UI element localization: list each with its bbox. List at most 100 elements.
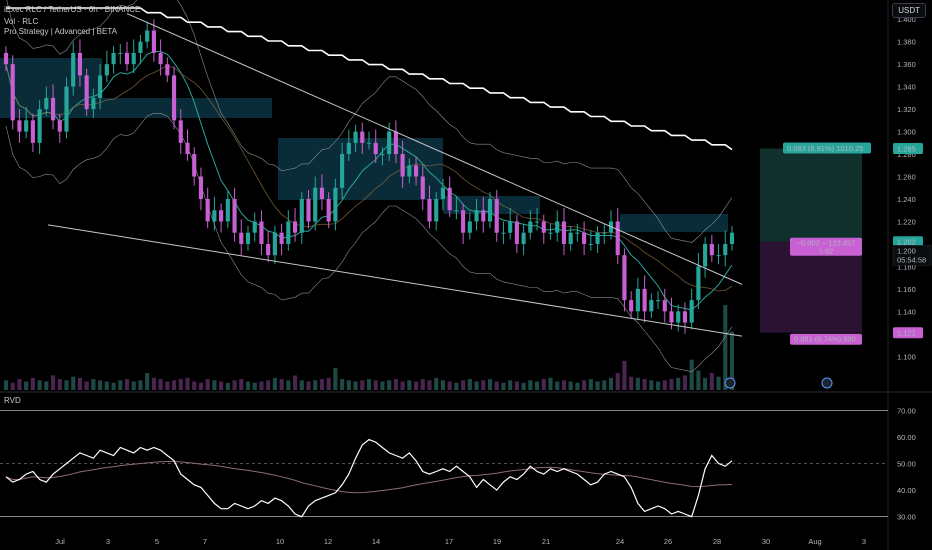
candle-body: [111, 52, 116, 65]
volume-bar: [709, 373, 714, 390]
loss-text-box[interactable]: [790, 333, 862, 345]
volume-bar: [98, 380, 103, 390]
candle-body: [676, 311, 681, 323]
volume-bar: [64, 380, 69, 390]
candle-body: [723, 243, 728, 256]
candle-body: [272, 232, 277, 256]
event-marker-icon[interactable]: [724, 377, 736, 389]
candle-body: [575, 232, 580, 234]
volume-bar: [521, 382, 526, 390]
candle-body: [582, 232, 587, 244]
event-marker-icon[interactable]: [821, 377, 833, 389]
target-price-label: 1.285: [897, 144, 916, 153]
candle-body: [729, 232, 735, 244]
volume-bar: [185, 377, 190, 390]
volume-bar: [548, 377, 553, 390]
profit-text-box[interactable]: [783, 142, 871, 154]
volume-bar: [138, 380, 143, 390]
entry-price-label: 1.202: [897, 238, 916, 247]
volume-bar: [192, 381, 197, 390]
volume-indicator-label[interactable]: Vol · RLC: [4, 17, 39, 26]
volume-bar: [145, 373, 150, 390]
candle-body: [380, 154, 385, 156]
time-tick-label: 12: [324, 537, 332, 546]
volume-bar: [30, 377, 35, 390]
trendlines[interactable]: [47, 13, 743, 337]
candle-body: [622, 255, 627, 301]
volume-bar: [662, 380, 667, 390]
candle-body: [662, 300, 667, 312]
candle-body: [77, 52, 83, 76]
candle-body: [461, 210, 466, 233]
volume-bar: [689, 359, 694, 390]
loss-zone[interactable]: [760, 241, 862, 333]
volume-bar: [696, 370, 701, 390]
candle-body: [595, 232, 600, 244]
candle-body: [165, 64, 170, 76]
time-tick-label: 24: [616, 537, 624, 546]
candle-body: [138, 41, 143, 53]
volume-bar: [427, 380, 432, 390]
volume-bar: [272, 377, 277, 390]
volume-bar: [575, 382, 580, 390]
profit-zone[interactable]: [760, 148, 862, 242]
volume-bar: [245, 381, 251, 390]
volume-bar: [555, 381, 560, 390]
candle-body: [642, 288, 647, 312]
candle-body: [91, 97, 96, 110]
volume-bar: [602, 380, 607, 390]
volume-bar: [84, 381, 89, 390]
countdown-label: 05:54:58: [897, 255, 926, 264]
candle-body: [131, 52, 136, 65]
candle-body: [400, 154, 405, 177]
candle-body: [299, 199, 304, 233]
volume-bar: [501, 382, 506, 390]
price-tick-label: 1.240: [897, 195, 916, 204]
time-tick-label: 7: [203, 537, 207, 546]
candle-body: [340, 154, 345, 188]
strategy-indicator-label[interactable]: Pro Strategy | Advanced | BETA: [4, 27, 117, 36]
price-tick-label: 1.140: [897, 307, 916, 316]
volume-bar: [622, 360, 627, 390]
candle-body: [655, 300, 661, 302]
volume-bar: [91, 379, 96, 390]
symbol-title[interactable]: iExec RLC / TetherUS · 6h · BINANCE: [4, 5, 141, 14]
volume-bar: [420, 379, 425, 390]
candle-body: [145, 30, 150, 42]
candle-body: [501, 232, 506, 234]
volume-bar: [306, 381, 311, 390]
candle-body: [245, 232, 251, 244]
candle-body: [313, 187, 318, 222]
candle-body: [703, 243, 708, 267]
lower-trendline[interactable]: [47, 224, 743, 337]
position-tool[interactable]: [760, 148, 862, 333]
rvd-pane-label[interactable]: RVD: [4, 396, 21, 405]
rvd-tick-label: 70.00: [897, 406, 916, 415]
candle-body: [292, 221, 298, 233]
open-pnl-box[interactable]: [790, 237, 862, 256]
candle-body: [568, 232, 573, 244]
upper-trendline[interactable]: [126, 13, 743, 285]
candle-body: [709, 243, 714, 256]
loss-text: 0.081 (6.74%) 990: [794, 335, 856, 344]
currency-button[interactable]: USDT: [892, 3, 926, 18]
candle-body: [171, 75, 177, 121]
volume-bar: [716, 376, 721, 390]
volume-bar: [340, 379, 345, 390]
volume-bar: [77, 377, 83, 390]
time-tick-label: 26: [664, 537, 672, 546]
volume-bar: [232, 380, 237, 390]
candle-body: [494, 199, 499, 233]
volume-bar: [508, 380, 513, 390]
candle-body: [151, 30, 156, 53]
volume-bar: [723, 305, 728, 390]
volume-bar: [57, 379, 62, 390]
candle-body: [669, 311, 674, 323]
volume-bar: [252, 382, 257, 390]
channel-band-1: [102, 98, 272, 118]
candle-body: [279, 232, 284, 244]
candle-body: [205, 199, 210, 222]
volume-bar: [541, 379, 546, 390]
